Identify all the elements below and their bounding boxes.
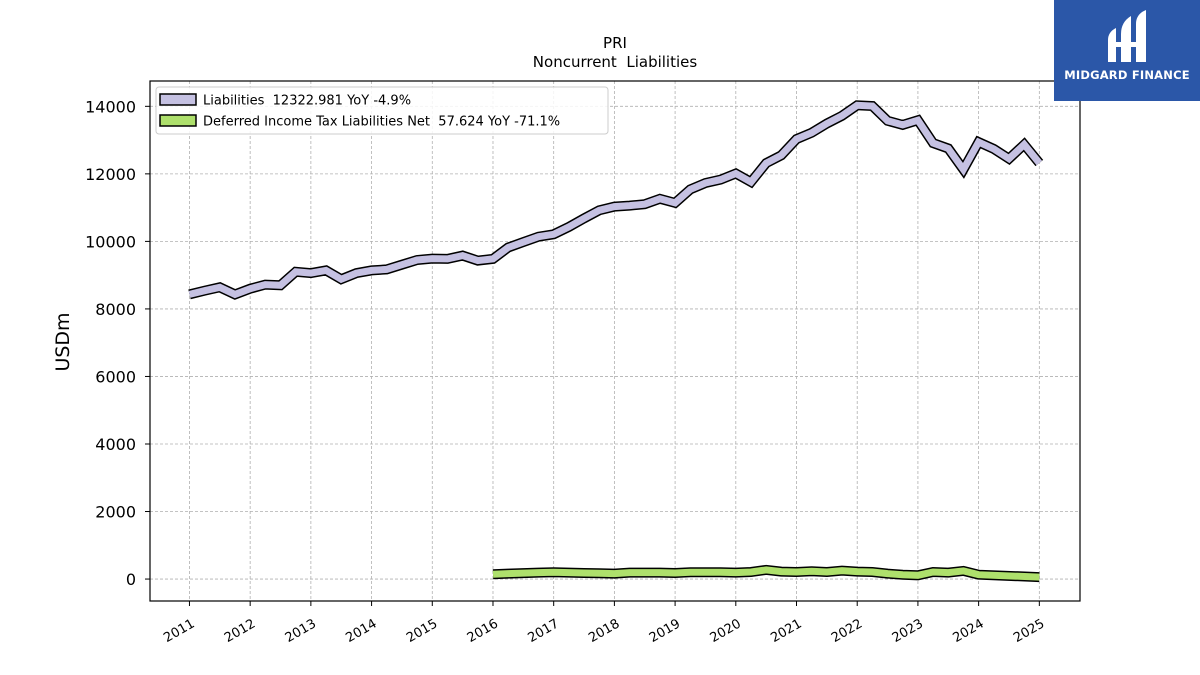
logo-mark-icon bbox=[1108, 10, 1146, 62]
chart-title: PRI bbox=[603, 34, 627, 52]
legend: Liabilities 12322.981 YoY -4.9% Deferred… bbox=[155, 86, 609, 135]
logo-text: MIDGARD FINANCE bbox=[1064, 68, 1190, 82]
legend-swatch-liabilities bbox=[159, 93, 197, 106]
x-tick-label: 2018 bbox=[586, 616, 622, 646]
legend-box bbox=[155, 86, 609, 135]
x-tick-label: 2022 bbox=[829, 616, 865, 646]
legend-label-deferred-tax: Deferred Income Tax Liabilities Net 57.6… bbox=[203, 115, 560, 130]
brand-logo: MIDGARD FINANCE bbox=[1054, 0, 1200, 101]
x-tick-label: 2024 bbox=[950, 616, 986, 646]
x-tick-label: 2016 bbox=[465, 616, 501, 646]
series-group bbox=[188, 100, 1044, 583]
x-tick-label: 2011 bbox=[161, 616, 197, 646]
x-tick-label: 2023 bbox=[890, 616, 926, 646]
y-tick-label: 4000 bbox=[95, 435, 136, 454]
series-line bbox=[492, 566, 1040, 581]
x-tick-label: 2020 bbox=[708, 616, 744, 646]
series-line bbox=[188, 101, 1043, 299]
x-tick-label: 2013 bbox=[283, 616, 319, 646]
y-axis-label: USDm bbox=[52, 312, 74, 371]
x-tick-label: 2014 bbox=[343, 616, 379, 646]
y-tick-label: 6000 bbox=[95, 367, 136, 386]
plot-frame bbox=[149, 80, 1081, 602]
y-tick-label: 2000 bbox=[95, 503, 136, 522]
chart-subtitle: Noncurrent Liabilities bbox=[533, 53, 698, 71]
legend-label-liabilities: Liabilities 12322.981 YoY -4.9% bbox=[203, 94, 411, 109]
x-tick-label: 2017 bbox=[526, 616, 562, 646]
legend-swatch-deferred-tax bbox=[159, 114, 197, 127]
x-tick-label: 2015 bbox=[404, 616, 440, 646]
x-tick-label: 2012 bbox=[222, 616, 258, 646]
grid-lines bbox=[150, 81, 1080, 601]
x-ticks: 2011 2012 2013 2014 2015 2016 2017 2018 2019 2020… bbox=[161, 601, 1047, 646]
y-tick-label: 8000 bbox=[95, 300, 136, 319]
y-ticks: 0 2000 4000 6000 8000 10000 12000 14000 bbox=[85, 97, 150, 589]
x-tick-label: 2021 bbox=[768, 616, 804, 646]
x-tick-label: 2025 bbox=[1011, 616, 1047, 646]
y-tick-label: 12000 bbox=[85, 165, 136, 184]
y-tick-label: 10000 bbox=[85, 232, 136, 251]
x-tick-label: 2019 bbox=[647, 616, 683, 646]
y-tick-label: 0 bbox=[126, 570, 136, 589]
y-tick-label: 14000 bbox=[85, 97, 136, 116]
